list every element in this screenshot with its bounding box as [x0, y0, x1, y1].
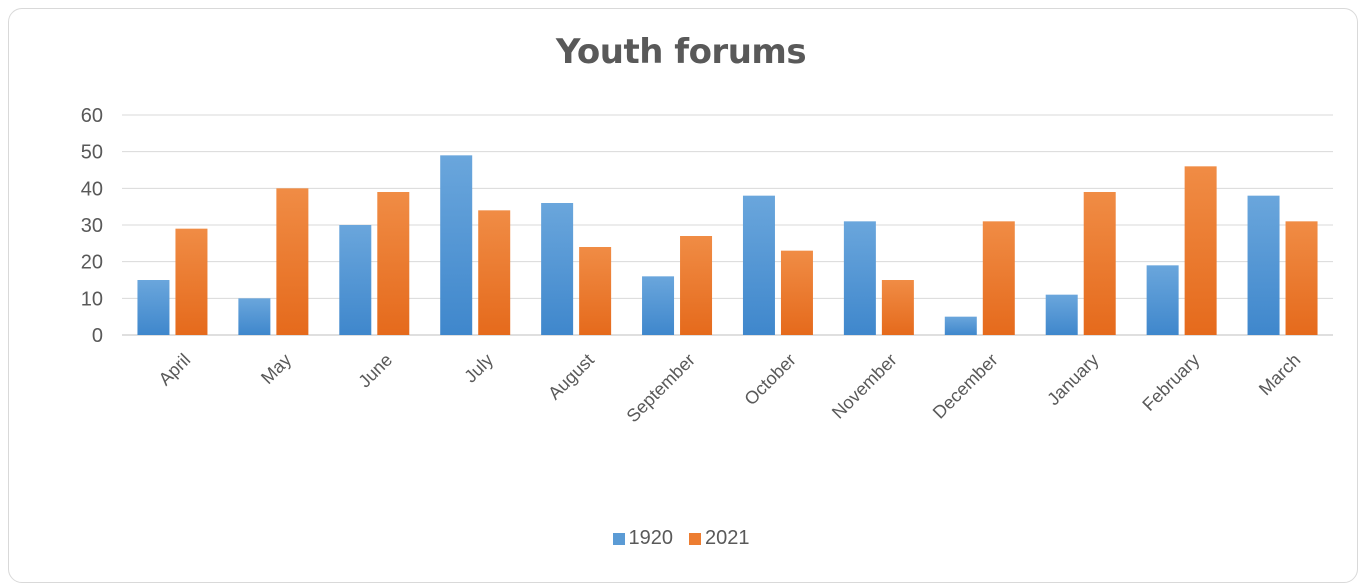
x-tick-label: December [929, 350, 1002, 423]
bar-1920-april [137, 280, 170, 335]
x-tick-label: March [1255, 350, 1305, 400]
bar-1920-march [1247, 195, 1280, 335]
bar-2021-november [881, 280, 914, 335]
x-tick-label: October [740, 350, 799, 409]
gridlines [122, 114, 1333, 336]
bar-2021-january [1083, 192, 1116, 335]
x-tick-label: November [828, 350, 901, 423]
bar-1920-february [1146, 265, 1179, 335]
bar-1920-july [440, 155, 473, 335]
x-tick-label: April [155, 350, 195, 390]
bar-2021-december [982, 221, 1015, 335]
y-tick-label: 50 [81, 142, 103, 164]
bar-2021-october [780, 250, 813, 335]
bar-1920-september [642, 276, 675, 335]
y-tick-label: 20 [81, 252, 103, 274]
x-axis: April May June July August September October No… [155, 350, 1305, 426]
chart-title: Youth forums [555, 32, 807, 72]
y-axis: 0 10 20 30 40 50 60 [81, 105, 103, 347]
bar-2021-july [478, 210, 511, 335]
x-tick-label: September [623, 350, 699, 426]
bar-1920-december [944, 316, 977, 335]
legend-label-2021: 2021 [705, 527, 750, 549]
bars [137, 155, 1318, 335]
y-tick-label: 30 [81, 215, 103, 237]
bar-1920-january [1045, 294, 1078, 335]
bar-2021-september [680, 236, 713, 335]
bar-2021-march [1285, 221, 1318, 335]
legend-swatch-2021 [689, 532, 701, 545]
legend: 1920 2021 [0, 527, 1362, 550]
x-tick-label: August [544, 350, 598, 404]
y-tick-label: 0 [92, 325, 103, 347]
x-tick-label: February [1138, 350, 1203, 415]
bar-1920-november [843, 221, 876, 335]
bar-2021-june [377, 192, 410, 335]
legend-item-2021: 2021 [689, 527, 750, 550]
x-tick-label: May [257, 350, 295, 388]
x-tick-label: July [460, 350, 497, 387]
bar-1920-may [238, 298, 271, 335]
legend-swatch-1920 [612, 532, 625, 545]
bar-2021-may [276, 188, 309, 335]
x-tick-label: June [354, 350, 396, 392]
bar-1920-june [339, 225, 372, 335]
legend-label-1920: 1920 [628, 527, 674, 549]
bar-2021-august [579, 247, 612, 335]
bar-1920-october [742, 195, 775, 335]
x-tick-label: January [1043, 350, 1102, 409]
y-tick-label: 60 [81, 105, 103, 127]
y-tick-label: 40 [81, 178, 103, 200]
bar-2021-february [1184, 166, 1217, 335]
bar-1920-august [541, 203, 574, 335]
bar-2021-april [175, 228, 208, 335]
legend-item-1920: 1920 [612, 527, 674, 550]
y-tick-label: 10 [81, 288, 103, 310]
